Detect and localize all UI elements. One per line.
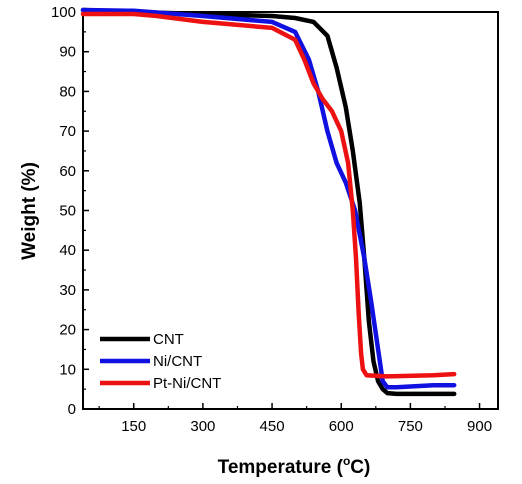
y-tick-label: 30 bbox=[59, 282, 76, 299]
x-tick-label: 750 bbox=[398, 418, 423, 435]
y-tick-label: 80 bbox=[59, 83, 76, 100]
y-tick-label: 90 bbox=[59, 44, 76, 61]
y-tick-label: 50 bbox=[59, 203, 76, 220]
x-axis-title: Temperature (oC) bbox=[218, 454, 371, 478]
legend-label: Pt-Ni/CNT bbox=[153, 375, 221, 392]
y-tick-label: 0 bbox=[68, 401, 76, 418]
x-tick-label: 300 bbox=[190, 418, 215, 435]
x-tick-label: 150 bbox=[121, 418, 146, 435]
y-tick-label: 100 bbox=[51, 4, 76, 21]
y-axis-ticks: 0 10 20 30 40 50 60 70 80 90 100 bbox=[51, 4, 89, 418]
series-line-pt-ni-cnt bbox=[80, 11, 457, 379]
x-tick-label: 450 bbox=[260, 418, 285, 435]
x-axis-ticks: 150 300 450 600 750 900 bbox=[98, 403, 492, 435]
legend: CNT Ni/CNT Pt-Ni/CNT bbox=[100, 331, 221, 392]
legend-label: CNT bbox=[153, 331, 184, 348]
y-tick-label: 60 bbox=[59, 163, 76, 180]
y-axis-title: Weight (%) bbox=[19, 162, 40, 260]
series-line-ni-cnt bbox=[80, 7, 457, 390]
y-tick-label: 70 bbox=[59, 123, 76, 140]
y-tick-label: 20 bbox=[59, 322, 76, 339]
series-line-cnt bbox=[80, 7, 457, 397]
y-tick-label: 10 bbox=[59, 361, 76, 378]
plot-frame bbox=[82, 11, 499, 410]
series-layer bbox=[80, 7, 457, 397]
legend-label: Ni/CNT bbox=[153, 353, 202, 370]
y-tick-label: 40 bbox=[59, 242, 76, 259]
x-tick-label: 900 bbox=[467, 418, 492, 435]
x-tick-label: 600 bbox=[329, 418, 354, 435]
